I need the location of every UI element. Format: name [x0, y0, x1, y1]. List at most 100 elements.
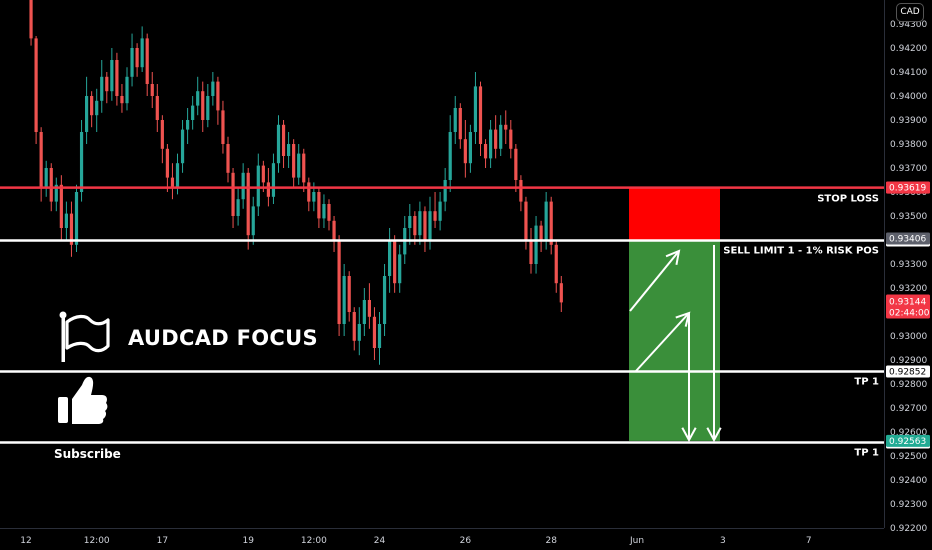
candle	[64, 201, 68, 240]
candle	[473, 72, 478, 144]
svg-text:0.93406: 0.93406	[889, 235, 926, 245]
candle	[534, 216, 538, 274]
candle	[170, 163, 175, 200]
candle	[448, 115, 452, 192]
candle	[504, 110, 508, 144]
candle	[79, 120, 84, 202]
candle	[120, 84, 124, 113]
level-stop_loss[interactable]: STOP LOSS	[0, 186, 884, 205]
candle	[362, 288, 366, 336]
candle	[443, 168, 447, 212]
arrow	[629, 249, 681, 312]
x-tick-label: 12:00	[84, 536, 110, 546]
price-axis[interactable]: 0.94300 0.94200 0.94100 0.94000 0.93900 0.938…	[884, 0, 931, 534]
y-tick-label: 0.93500	[890, 212, 927, 222]
y-tick-label: 0.92500	[890, 452, 927, 462]
candle	[54, 177, 58, 212]
candle	[327, 199, 331, 231]
candle	[186, 108, 190, 144]
y-tick-label: 0.92600	[890, 428, 927, 438]
arrow	[681, 313, 697, 443]
candle	[287, 132, 291, 168]
candle	[29, 0, 33, 46]
reward-zone[interactable]	[629, 240, 720, 441]
y-tick-label: 0.94000	[890, 92, 927, 102]
candle	[160, 115, 164, 164]
risk-zone[interactable]	[629, 187, 720, 241]
candle	[256, 153, 260, 216]
candle	[165, 144, 169, 192]
horizontal-levels[interactable]: STOP LOSS SELL LIMIT 1 - 1% RISK POS TP 1 T…	[0, 186, 884, 459]
candle	[509, 120, 513, 159]
candle	[125, 67, 129, 111]
candle	[69, 201, 74, 257]
price-tag: 0.93406	[886, 232, 930, 245]
svg-text:0.93144: 0.93144	[889, 297, 926, 307]
y-tick-label: 0.93300	[890, 260, 927, 270]
y-tick-label: 0.93800	[890, 140, 927, 150]
candle	[211, 72, 215, 106]
candle	[398, 244, 402, 293]
candle	[393, 235, 397, 293]
x-tick-label: 28	[545, 536, 557, 546]
candle	[281, 120, 286, 168]
flag-icon	[59, 311, 110, 362]
candles	[29, 0, 563, 365]
candle	[342, 264, 346, 336]
svg-text:0.92852: 0.92852	[889, 368, 926, 378]
candle	[59, 175, 63, 240]
level-sell_limit[interactable]: SELL LIMIT 1 - 1% RISK POS	[0, 239, 884, 256]
candle	[221, 100, 225, 154]
price-tag: 0.93619	[886, 181, 930, 194]
subscribe-label[interactable]: Subscribe	[54, 447, 121, 461]
candle	[276, 115, 281, 173]
level-price-tag: 0.92852	[886, 365, 930, 378]
time-axis[interactable]: 12 12:00 17 19 12:00 24 26 28 Jun 3 7	[0, 528, 884, 547]
candle	[559, 276, 563, 312]
y-tick-label: 0.93900	[890, 116, 927, 126]
svg-text:0.92563: 0.92563	[889, 437, 926, 447]
candle	[423, 206, 427, 252]
price-tag: 0.92563	[886, 434, 930, 447]
x-tick-label: Jun	[629, 536, 644, 546]
candle	[438, 192, 442, 231]
candle	[332, 216, 336, 252]
candle	[317, 187, 321, 228]
candle	[226, 136, 230, 183]
candle	[322, 194, 326, 228]
currency-badge[interactable]: CAD	[896, 3, 924, 22]
x-tick-label: 24	[374, 536, 386, 546]
candle	[100, 60, 104, 113]
y-tick-label: 0.93700	[890, 164, 927, 174]
candle	[196, 76, 200, 116]
level-tp_a[interactable]: TP 1	[0, 370, 884, 388]
candle	[297, 144, 301, 185]
candle	[499, 115, 503, 156]
candle	[201, 81, 205, 132]
x-tick-label: 12	[20, 536, 31, 546]
candle	[216, 76, 220, 125]
candle	[241, 163, 245, 209]
candle	[539, 220, 543, 252]
y-tick-label: 0.92700	[890, 404, 927, 414]
candle	[34, 36, 38, 144]
y-tick-label: 0.92800	[890, 380, 927, 390]
y-tick-label: 0.94100	[890, 68, 927, 78]
candle	[382, 264, 387, 336]
candle	[433, 192, 437, 228]
svg-text:02:44:00: 02:44:00	[889, 308, 930, 318]
candle	[206, 84, 210, 128]
candle	[95, 88, 99, 132]
candle	[44, 160, 48, 197]
candle	[352, 307, 356, 351]
short-position-tool[interactable]	[629, 187, 720, 441]
candle	[413, 211, 417, 245]
y-tick-label: 0.94300	[890, 20, 927, 30]
level-label: TP 1	[854, 448, 879, 459]
candle	[191, 96, 195, 130]
level-tp_b[interactable]: TP 1	[0, 441, 884, 459]
candle	[105, 72, 109, 104]
candle	[302, 148, 306, 192]
